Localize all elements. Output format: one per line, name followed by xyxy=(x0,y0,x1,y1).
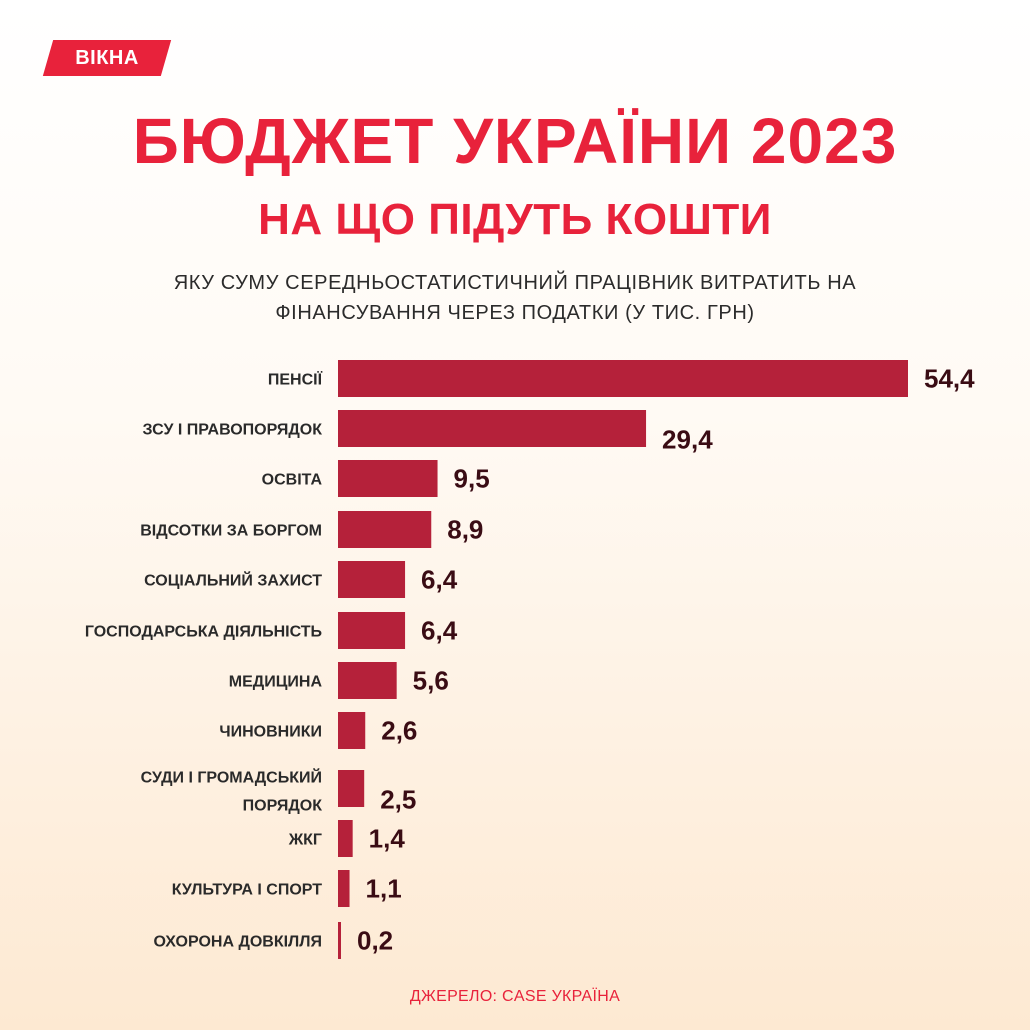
category-label-4: ВІДСОТКИ ЗА БОРГОМ xyxy=(140,523,322,540)
value-label-9: 2,5 xyxy=(380,785,416,815)
value-label-12: 0,2 xyxy=(357,926,393,956)
bar-4 xyxy=(338,511,432,548)
brand-logo: ВІКНА xyxy=(42,40,172,76)
brand-logo-text: ВІКНА xyxy=(75,47,139,69)
category-label-1: ПЕНСІЇ xyxy=(268,371,323,389)
value-label-5: 6,4 xyxy=(421,565,458,595)
bar-5 xyxy=(338,561,406,598)
value-label-11: 1,1 xyxy=(366,874,402,904)
bar-1 xyxy=(338,360,908,397)
page-subtitle: НА ЩО ПІДУТЬ КОШТИ xyxy=(258,195,772,244)
bar-12 xyxy=(338,922,341,959)
value-label-7: 5,6 xyxy=(413,666,449,696)
value-label-6: 6,4 xyxy=(421,616,458,646)
category-label-7: МЕДИЦИНА xyxy=(229,674,323,691)
value-label-4: 8,9 xyxy=(447,515,483,545)
bar-6 xyxy=(338,612,406,649)
category-label-5: СОЦІАЛЬНИЙ ЗАХИСТ xyxy=(144,571,322,590)
category-label-8: ЧИНОВНИКИ xyxy=(219,724,322,741)
value-label-2: 29,4 xyxy=(662,425,713,455)
category-label-3: ОСВІТА xyxy=(262,472,323,489)
category-label-9: СУДИ І ГРОМАДСЬКИЙ ПОРЯДОК xyxy=(141,768,323,815)
bar-chart: ПЕНСІЇ 54,4 ЗСУ І ПРАВОПОРЯДОК 29,4 ОСВІТА 9,… xyxy=(85,360,975,959)
value-label-10: 1,4 xyxy=(369,824,406,854)
bar-8 xyxy=(338,712,366,749)
bar-11 xyxy=(338,870,350,907)
bar-10 xyxy=(338,820,353,857)
category-label-6: ГОСПОДАРСЬКА ДІЯЛЬНІСТЬ xyxy=(85,624,322,641)
value-label-3: 9,5 xyxy=(454,464,490,494)
bar-9 xyxy=(338,770,365,807)
bar-3 xyxy=(338,460,438,497)
category-label-2: ЗСУ І ПРАВОПОРЯДОК xyxy=(142,422,322,439)
chart-caption: ЯКУ СУМУ СЕРЕДНЬОСТАТИСТИЧНИЙ ПРАЦІВНИК … xyxy=(173,272,857,324)
category-label-11: КУЛЬТУРА І СПОРТ xyxy=(172,882,322,899)
category-label-10: ЖКГ xyxy=(288,832,322,849)
value-label-1: 54,4 xyxy=(924,364,975,394)
bar-2 xyxy=(338,410,647,447)
page-title: БЮДЖЕТ УКРАЇНИ 2023 xyxy=(132,105,898,177)
value-label-8: 2,6 xyxy=(381,716,417,746)
source-note: ДЖЕРЕЛО: CASE УКРАЇНА xyxy=(409,988,621,1005)
bar-7 xyxy=(338,662,397,699)
category-label-12: ОХОРОНА ДОВКІЛЛЯ xyxy=(153,934,322,951)
